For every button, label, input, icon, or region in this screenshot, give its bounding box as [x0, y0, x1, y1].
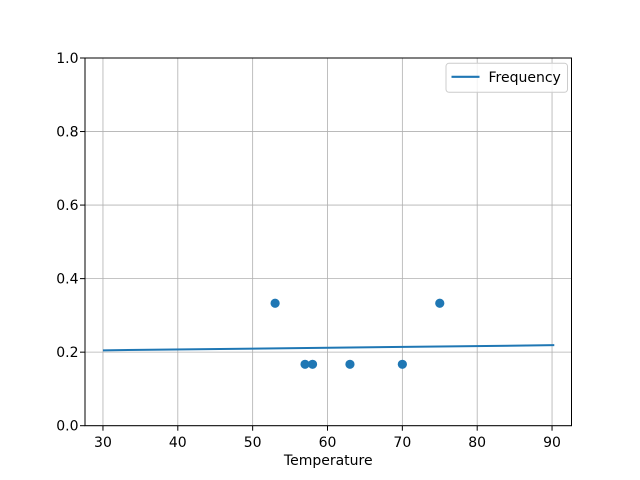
scatter-point — [300, 359, 310, 369]
x-tick-label: 50 — [244, 435, 262, 451]
scatter-point — [397, 359, 407, 369]
y-tick-label: 1.0 — [56, 51, 78, 67]
x-tick-label: 30 — [94, 435, 112, 451]
y-tick-label: 0.6 — [56, 198, 78, 214]
y-tick-label: 0.4 — [56, 272, 78, 288]
frequency-trend-line — [102, 344, 555, 352]
legend-label: Frequency — [489, 70, 561, 86]
x-tick-label: 70 — [393, 435, 411, 451]
plot-area — [85, 58, 572, 426]
x-tick-label: 90 — [543, 435, 561, 451]
x-tick-label: 80 — [468, 435, 486, 451]
scatter-point — [270, 298, 280, 308]
legend-box — [445, 62, 568, 93]
plot-border — [84, 57, 572, 427]
y-tick-label: 0.2 — [56, 345, 78, 361]
scatter-point — [307, 359, 318, 369]
scatter-point — [345, 359, 355, 369]
x-tick-label: 40 — [169, 435, 187, 451]
x-axis-label: Temperature — [283, 453, 373, 469]
scatter-point — [435, 298, 445, 308]
x-tick-label: 60 — [319, 435, 337, 451]
y-tick-label: 0.8 — [56, 125, 78, 141]
y-tick-label: 0.0 — [56, 419, 78, 435]
